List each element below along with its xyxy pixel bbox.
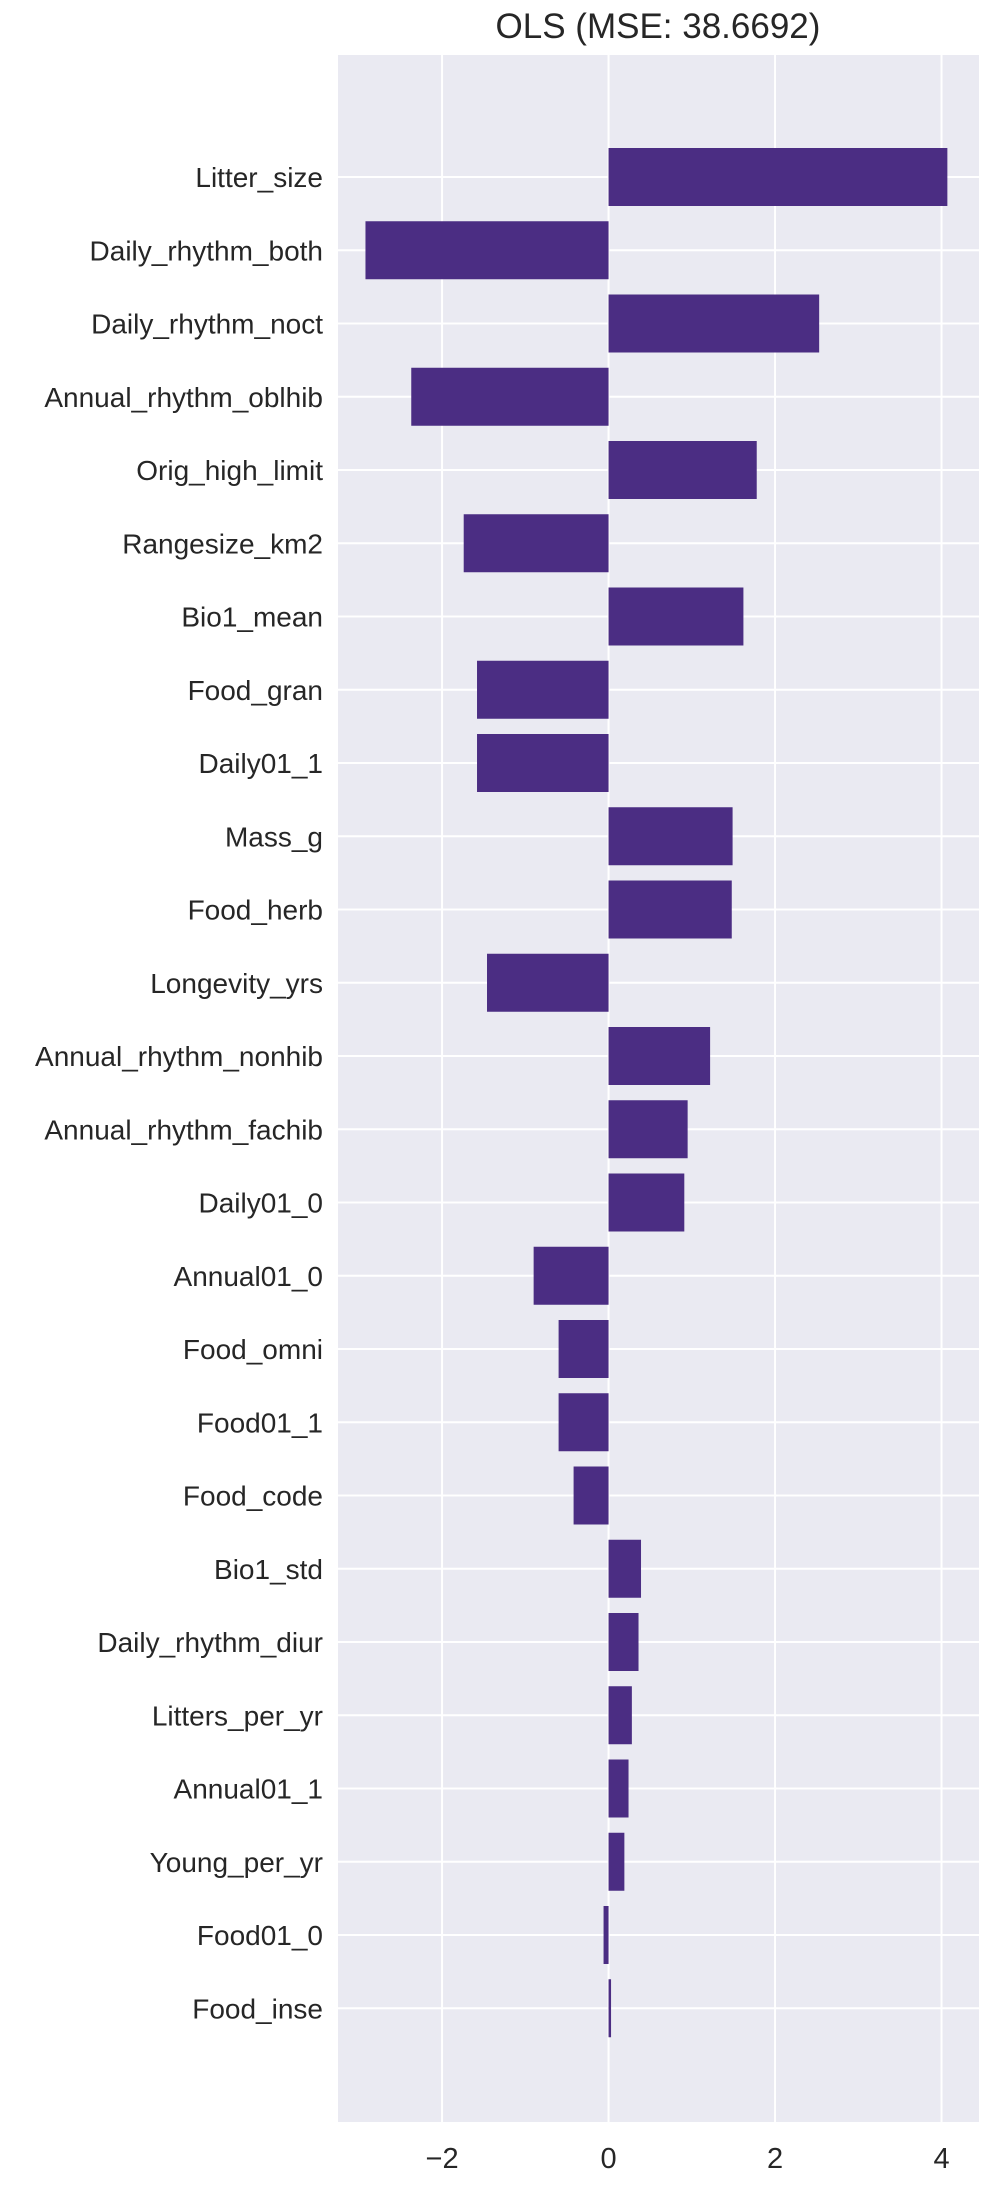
category-label: Food_code xyxy=(183,1481,323,1512)
bar-litters-per-yr xyxy=(608,1686,632,1745)
x-tick-label: 2 xyxy=(767,2143,783,2175)
category-labels: Litter_size Daily_rhythm_both Daily_rhythm… xyxy=(35,162,323,2024)
category-label: Food_inse xyxy=(192,1993,323,2024)
category-label: Young_per_yr xyxy=(150,1847,323,1878)
category-label: Annual_rhythm_oblhib xyxy=(44,382,323,413)
category-label: Litter_size xyxy=(195,162,323,193)
category-label: Food_omni xyxy=(183,1334,323,1365)
category-label: Annual01_1 xyxy=(174,1774,323,1805)
bar-annual01-0 xyxy=(533,1246,609,1305)
bar-daily01-1 xyxy=(477,734,609,792)
category-label: Mass_g xyxy=(225,821,323,852)
bar-litter-size xyxy=(608,148,948,206)
bar-bio1-std xyxy=(608,1539,642,1598)
bar-mass-g xyxy=(608,807,733,866)
category-label: Rangesize_km2 xyxy=(122,528,323,559)
bar-longevity-yrs xyxy=(487,953,609,1012)
bar-food-omni xyxy=(558,1320,609,1378)
category-label: Daily01_1 xyxy=(198,748,323,779)
category-label: Daily_rhythm_noct xyxy=(91,309,323,340)
bar-food-gran xyxy=(477,660,609,719)
category-label: Daily_rhythm_both xyxy=(90,235,323,266)
category-label: Daily_rhythm_diur xyxy=(97,1627,323,1658)
bar-daily01-0 xyxy=(608,1173,685,1232)
bars xyxy=(365,148,948,2038)
bar-young-per-yr xyxy=(608,1832,625,1891)
bar-orig-high-limit xyxy=(608,441,757,499)
x-tick-label: 0 xyxy=(600,2143,616,2175)
category-label: Food01_1 xyxy=(197,1407,323,1438)
category-label: Bio1_mean xyxy=(181,602,323,633)
bar-daily-rhythm-noct xyxy=(608,294,820,353)
category-label: Annual_rhythm_fachib xyxy=(44,1114,323,1145)
category-label: Food_gran xyxy=(188,675,323,706)
chart-title: OLS (MSE: 38.6692) xyxy=(496,7,821,46)
bar-food01-1 xyxy=(558,1393,609,1452)
bar-food-code xyxy=(573,1466,609,1525)
bar-annual-rhythm-fachib xyxy=(608,1100,688,1159)
x-tick-labels: −2 0 2 4 xyxy=(426,2143,950,2175)
category-label: Daily01_0 xyxy=(198,1188,323,1219)
plot-background xyxy=(338,55,979,2122)
bar-daily-rhythm-both xyxy=(365,221,609,280)
x-tick-label: 4 xyxy=(933,2143,949,2175)
bar-food-herb xyxy=(608,880,732,939)
bar-annual-rhythm-oblhib xyxy=(411,367,609,426)
category-label: Bio1_std xyxy=(214,1554,323,1585)
bar-bio1-mean xyxy=(608,587,744,646)
x-tick-label: −2 xyxy=(426,2143,459,2175)
bar-rangesize-km2 xyxy=(463,514,609,573)
bar-annual-rhythm-nonhib xyxy=(608,1027,711,1085)
bar-annual01-1 xyxy=(608,1759,629,1818)
category-label: Annual01_0 xyxy=(174,1261,323,1292)
category-label: Longevity_yrs xyxy=(150,968,323,999)
category-label: Orig_high_limit xyxy=(136,455,323,486)
category-label: Annual_rhythm_nonhib xyxy=(35,1041,323,1072)
category-label: Litters_per_yr xyxy=(152,1700,323,1731)
bar-food01-0 xyxy=(603,1906,609,1964)
bar-daily-rhythm-diur xyxy=(608,1613,639,1671)
category-label: Food_herb xyxy=(188,895,323,926)
bar-food-inse xyxy=(608,1979,612,2038)
category-label: Food01_0 xyxy=(197,1920,323,1951)
